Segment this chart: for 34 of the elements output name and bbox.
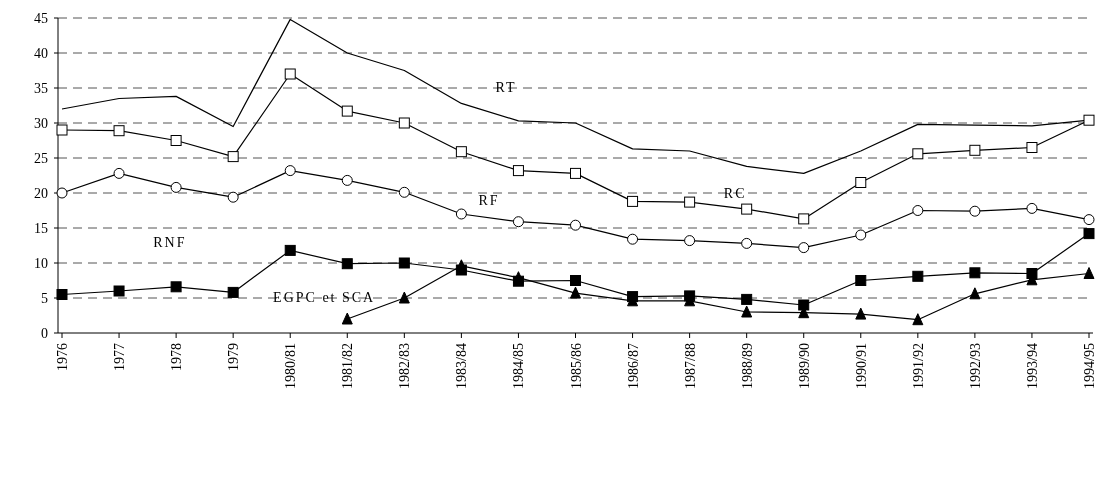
x-tick-label: 1981/82 xyxy=(340,343,356,389)
y-tick-label: 20 xyxy=(34,185,48,201)
x-tick-label: 1984/85 xyxy=(511,343,527,389)
y-tick-label: 15 xyxy=(34,220,48,236)
x-tick-label: 1991/92 xyxy=(910,343,926,389)
x-tick-label: 1977 xyxy=(112,343,128,371)
x-tick-label: 1983/84 xyxy=(454,343,470,389)
series-label: RF xyxy=(478,192,500,208)
y-tick-label: 35 xyxy=(34,80,48,96)
x-tick-label: 1980/81 xyxy=(283,343,299,389)
x-tick-label: 1982/83 xyxy=(397,343,413,389)
x-tick-label: 1989/90 xyxy=(796,343,812,389)
x-tick-label: 1993/94 xyxy=(1024,343,1040,389)
y-tick-label: 0 xyxy=(41,325,48,341)
x-tick-label: 1992/93 xyxy=(967,343,983,389)
x-tick-label: 1976 xyxy=(55,343,70,371)
series-label: EGPC et SCA xyxy=(273,290,376,306)
y-tick-label: 5 xyxy=(41,290,48,306)
text: RNF xyxy=(153,234,187,250)
x-tick-label: 1986/87 xyxy=(625,343,641,389)
x-tick-label: 1988/89 xyxy=(739,343,755,389)
x-tick-label: 1978 xyxy=(169,343,185,371)
series-label: RT xyxy=(495,79,517,95)
y-tick-label: 40 xyxy=(34,45,48,61)
series-label: RC xyxy=(723,185,747,201)
y-tick-label: 45 xyxy=(34,10,48,26)
y-tick-label: 10 xyxy=(34,255,48,271)
x-tick-label: 1990/91 xyxy=(853,343,869,389)
x-tick-label: 1979 xyxy=(226,343,242,371)
x-tick-label: 1985/86 xyxy=(568,343,584,389)
x-tick-label: 1987/88 xyxy=(682,343,698,389)
y-tick-label: 30 xyxy=(34,115,48,131)
x-tick-label: 1994/95 xyxy=(1082,343,1097,389)
y-tick-label: 25 xyxy=(34,150,48,166)
